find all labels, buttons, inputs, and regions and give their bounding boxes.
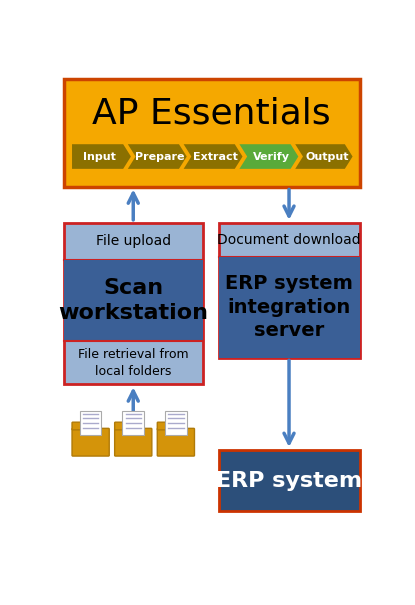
Text: ERP system: ERP system bbox=[216, 471, 362, 491]
FancyBboxPatch shape bbox=[219, 257, 359, 358]
FancyBboxPatch shape bbox=[72, 428, 109, 456]
FancyBboxPatch shape bbox=[219, 450, 359, 511]
Text: AP Essentials: AP Essentials bbox=[92, 96, 331, 131]
FancyBboxPatch shape bbox=[80, 411, 102, 435]
FancyBboxPatch shape bbox=[157, 422, 173, 430]
FancyBboxPatch shape bbox=[115, 422, 130, 430]
FancyBboxPatch shape bbox=[72, 422, 88, 430]
Text: Verify: Verify bbox=[253, 151, 290, 162]
Text: File upload: File upload bbox=[96, 234, 171, 248]
Polygon shape bbox=[72, 144, 131, 169]
Polygon shape bbox=[295, 144, 353, 169]
FancyBboxPatch shape bbox=[115, 428, 152, 456]
FancyBboxPatch shape bbox=[63, 260, 203, 341]
FancyBboxPatch shape bbox=[165, 411, 187, 435]
FancyBboxPatch shape bbox=[63, 79, 359, 186]
Polygon shape bbox=[128, 144, 187, 169]
Text: Prepare: Prepare bbox=[135, 151, 184, 162]
Text: Output: Output bbox=[305, 151, 349, 162]
FancyBboxPatch shape bbox=[157, 428, 195, 456]
Text: Scan
workstation: Scan workstation bbox=[58, 278, 208, 322]
Text: Extract: Extract bbox=[193, 151, 238, 162]
FancyBboxPatch shape bbox=[122, 411, 144, 435]
Polygon shape bbox=[239, 144, 298, 169]
Text: Document download: Document download bbox=[217, 233, 361, 247]
Text: Input: Input bbox=[83, 151, 116, 162]
FancyBboxPatch shape bbox=[219, 223, 359, 358]
Text: ERP system
integration
server: ERP system integration server bbox=[225, 275, 353, 341]
Text: File retrieval from
local folders: File retrieval from local folders bbox=[78, 347, 188, 378]
Polygon shape bbox=[183, 144, 242, 169]
FancyBboxPatch shape bbox=[63, 223, 203, 384]
